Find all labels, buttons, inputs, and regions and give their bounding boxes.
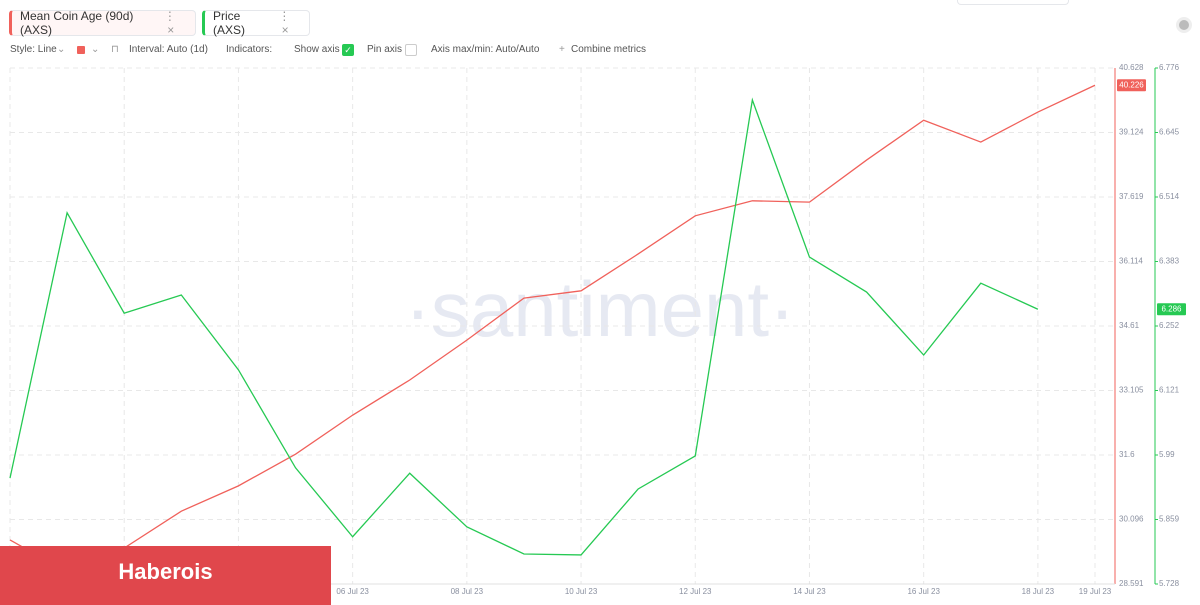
y2-tick-label: 5.859 <box>1159 515 1180 524</box>
show-axis-checkbox[interactable]: ✓ <box>342 44 354 56</box>
metric-tab[interactable]: Price (AXS) ⋮ × <box>202 9 310 37</box>
y2-tick-label: 6.121 <box>1159 386 1180 395</box>
y2-tick-label: 5.99 <box>1159 450 1175 459</box>
show-axis-label[interactable]: Show axis <box>294 44 340 55</box>
x-tick-label: 08 Jul 23 <box>451 587 484 596</box>
y2-tick-label: 6.252 <box>1159 321 1180 330</box>
tab-label: Price (AXS) <box>213 9 246 37</box>
watermark: ·santiment· <box>405 265 795 353</box>
settings-icon[interactable] <box>1176 17 1192 33</box>
series-line <box>9 97 1039 556</box>
pin-axis-label[interactable]: Pin axis <box>367 44 403 55</box>
y2-tick-label: 6.383 <box>1159 257 1180 266</box>
value-label: 6.286 <box>1161 304 1182 313</box>
tab-menu[interactable]: ⋮ × <box>278 9 291 37</box>
y-tick-label: 28.591 <box>1119 579 1144 588</box>
x-tick-label: 14 Jul 23 <box>793 587 826 596</box>
tab-menu[interactable]: ⋮ × <box>163 9 176 37</box>
value-badge <box>1117 79 1146 92</box>
y-tick-label: 30.096 <box>1119 515 1144 524</box>
combine-metrics[interactable]: Combine metrics <box>571 44 647 55</box>
overlay-banner: Haberois <box>0 546 331 605</box>
indicators-select[interactable]: Indicators: <box>226 44 273 55</box>
x-tick-label: 19 Jul 23 <box>1079 587 1112 596</box>
style-select[interactable]: Style: Line <box>10 44 57 55</box>
y2-tick-label: 6.645 <box>1159 128 1180 137</box>
series-line <box>9 84 1096 573</box>
y2-tick-label: 6.776 <box>1159 63 1180 72</box>
value-label: 40.226 <box>1119 80 1144 89</box>
metric-tab[interactable]: Mean Coin Age (90d) (AXS) ⋮ × <box>9 9 196 37</box>
interval-select[interactable]: Interval: Auto (1d) <box>129 44 208 55</box>
x-tick-label: 06 Jul 23 <box>336 587 369 596</box>
value-badge <box>1157 303 1186 316</box>
pin-axis-checkbox[interactable] <box>405 44 417 56</box>
x-tick-label: 16 Jul 23 <box>907 587 940 596</box>
x-tick-label: 12 Jul 23 <box>679 587 712 596</box>
overlay-text: Haberois <box>118 558 213 584</box>
axis-minmax-select[interactable]: Axis max/min: Auto/Auto <box>431 44 540 55</box>
y-tick-label: 39.124 <box>1119 128 1144 137</box>
y2-tick-label: 6.514 <box>1159 192 1180 201</box>
tab-label: Mean Coin Age (90d) (AXS) <box>20 9 134 37</box>
top-box <box>957 0 1069 5</box>
x-tick-label: 10 Jul 23 <box>565 587 598 596</box>
y-tick-label: 34.61 <box>1119 321 1140 330</box>
y-tick-label: 36.114 <box>1119 257 1143 266</box>
color-picker[interactable] <box>77 46 85 54</box>
y-tick-label: 33.105 <box>1119 386 1144 395</box>
y-tick-label: 37.619 <box>1119 192 1144 201</box>
y-tick-label: 40.628 <box>1119 63 1144 72</box>
y2-tick-label: 5.728 <box>1159 579 1180 588</box>
x-tick-label: 18 Jul 23 <box>1022 587 1055 596</box>
y-tick-label: 31.6 <box>1119 450 1135 459</box>
